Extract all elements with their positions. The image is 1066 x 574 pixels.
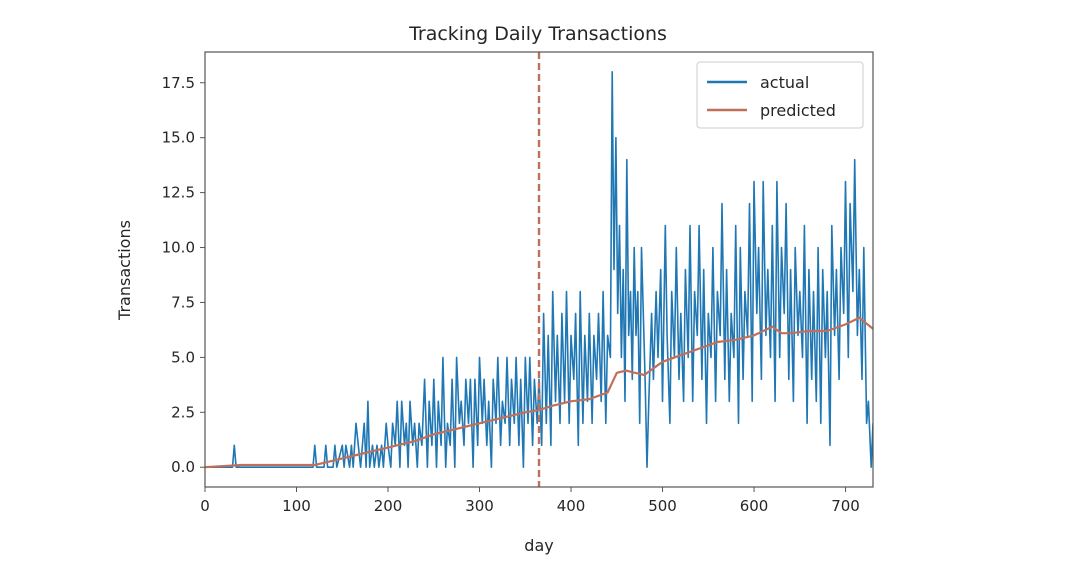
plot-frame xyxy=(204,51,874,488)
x-tick-label: 0 xyxy=(200,497,210,515)
series-layer xyxy=(205,52,873,487)
x-tick-label: 200 xyxy=(374,497,403,515)
x-axis: 0 100 200 300 400 500 600 700 xyxy=(200,487,860,515)
x-tick-label: 700 xyxy=(831,497,860,515)
legend: actual predicted xyxy=(696,61,864,129)
series-line-predicted xyxy=(205,316,873,469)
y-tick-label: 17.5 xyxy=(162,74,195,92)
x-tick-label: 400 xyxy=(557,497,586,515)
x-tick-label: 600 xyxy=(740,497,769,515)
y-tick-label: 12.5 xyxy=(162,184,195,202)
y-tick-label: 2.5 xyxy=(171,403,195,421)
legend-frame xyxy=(696,61,864,129)
x-tick-label: 300 xyxy=(465,497,494,515)
y-tick-label: 10.0 xyxy=(162,239,195,257)
plot-area xyxy=(204,51,874,488)
x-tick-label: 500 xyxy=(648,497,677,515)
y-axis-label: Transactions xyxy=(115,220,134,321)
y-tick-label: 15.0 xyxy=(162,129,195,147)
series-line-actual xyxy=(205,71,873,469)
y-tick-label: 5.0 xyxy=(171,348,195,366)
y-tick-label: 7.5 xyxy=(171,293,195,311)
y-tick-label: 0.0 xyxy=(171,458,195,476)
x-tick-label: 100 xyxy=(282,497,311,515)
chart-title: Tracking Daily Transactions xyxy=(408,23,667,45)
x-axis-label: day xyxy=(524,536,553,555)
legend-label-actual: actual xyxy=(760,73,809,92)
y-axis: 0.0 2.5 5.0 7.5 10.0 12.5 15.0 17.5 xyxy=(162,74,205,476)
legend-label-predicted: predicted xyxy=(760,101,836,120)
